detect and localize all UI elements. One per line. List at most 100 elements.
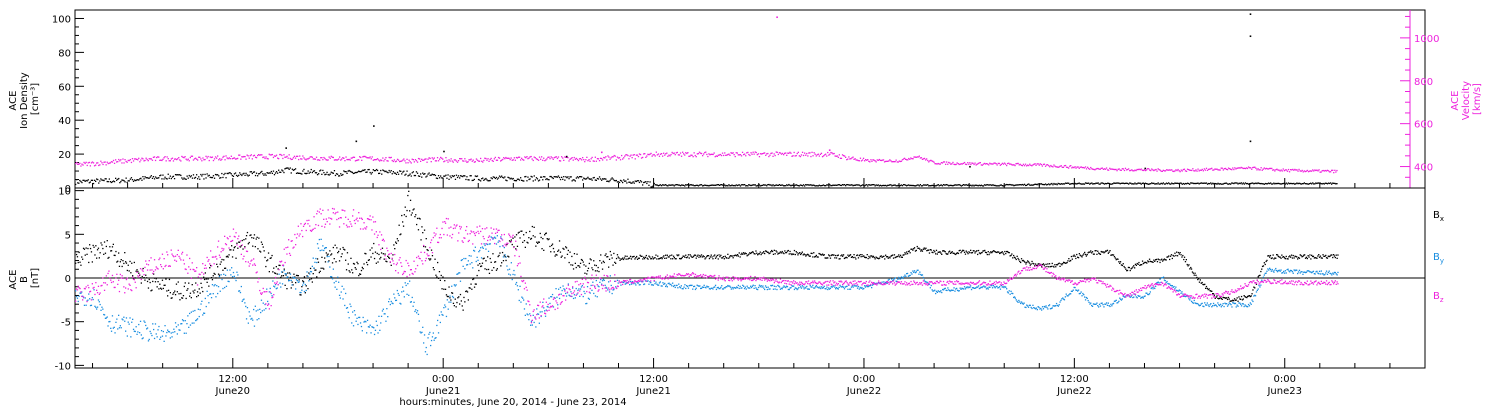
bx-series-point bbox=[692, 256, 694, 258]
velocity-series-point bbox=[257, 154, 259, 157]
velocity-series-point bbox=[1192, 168, 1194, 170]
bx-series-point bbox=[1323, 255, 1325, 257]
velocity-series-point bbox=[754, 151, 756, 153]
density-series-point bbox=[374, 169, 377, 172]
velocity-series-point bbox=[998, 162, 1000, 165]
velocity-series-point bbox=[198, 156, 200, 158]
bx-series-point bbox=[541, 248, 543, 250]
velocity-series-point bbox=[1054, 165, 1056, 167]
by-series-point bbox=[675, 284, 677, 287]
by-series-point bbox=[672, 285, 675, 288]
bx-series-point bbox=[1034, 265, 1036, 267]
velocity-series-point bbox=[665, 153, 667, 155]
bx-series-point bbox=[281, 271, 284, 273]
velocity-series-point bbox=[1263, 167, 1265, 169]
bx-series-point bbox=[79, 261, 81, 263]
bx-series-point bbox=[884, 258, 886, 260]
velocity-tick-label: 400 bbox=[1414, 163, 1433, 174]
by-series-point bbox=[190, 311, 192, 313]
bx-series-point bbox=[248, 241, 250, 244]
density-series-point bbox=[816, 185, 818, 187]
density-series-point bbox=[1209, 183, 1211, 185]
bx-series-point bbox=[736, 255, 738, 257]
velocity-series-point bbox=[773, 153, 775, 155]
velocity-series-point bbox=[705, 151, 707, 153]
bx-series-point bbox=[899, 256, 901, 258]
velocity-series-point bbox=[1201, 168, 1203, 171]
density-series-point bbox=[726, 184, 728, 187]
bx-series-point bbox=[956, 252, 959, 254]
by-series-point bbox=[125, 317, 128, 319]
velocity-series-point bbox=[530, 155, 532, 158]
velocity-series-point bbox=[468, 159, 470, 161]
velocity-tick-label: 800 bbox=[1414, 77, 1433, 88]
density-series-point bbox=[1324, 182, 1326, 184]
density-series-point bbox=[421, 176, 423, 178]
density-series-point bbox=[1287, 182, 1290, 184]
bx-series-point bbox=[206, 281, 208, 283]
by-series-point bbox=[162, 330, 164, 333]
velocity-series-point bbox=[1244, 167, 1247, 170]
bx-series-point bbox=[192, 290, 194, 292]
velocity-label-line-3: [km/s] bbox=[1472, 83, 1483, 115]
by-series-point bbox=[661, 285, 663, 287]
velocity-series-point bbox=[310, 156, 312, 158]
density-axis-label: ACE Ion Density [cm⁻³] bbox=[8, 69, 41, 129]
velocity-series-point bbox=[277, 157, 279, 159]
velocity-series-point bbox=[1274, 170, 1276, 172]
bx-series-point bbox=[227, 256, 229, 258]
by-series-point bbox=[454, 285, 456, 287]
density-series-point bbox=[1083, 183, 1086, 185]
velocity-series-point bbox=[1197, 168, 1199, 170]
by-series-point bbox=[644, 280, 647, 282]
density-series-point bbox=[1173, 183, 1175, 185]
bx-series-point bbox=[981, 251, 983, 254]
bx-series-point bbox=[385, 260, 387, 262]
by-series-point bbox=[383, 313, 385, 315]
bx-series-point bbox=[318, 271, 320, 274]
density-series-point bbox=[480, 180, 482, 182]
velocity-series-point bbox=[379, 160, 381, 162]
bx-series-point bbox=[1281, 254, 1283, 256]
by-series-point bbox=[515, 283, 517, 285]
density-series-point bbox=[113, 181, 116, 183]
velocity-series-point bbox=[565, 156, 567, 158]
by-series-point bbox=[589, 292, 591, 294]
by-series-point bbox=[401, 291, 403, 293]
velocity-series-point bbox=[1271, 167, 1273, 170]
bx-series-point bbox=[270, 257, 272, 259]
bx-series-point bbox=[1129, 269, 1131, 272]
velocity-series-point bbox=[1336, 169, 1338, 172]
by-series-point bbox=[400, 303, 402, 305]
density-series-point bbox=[369, 171, 371, 174]
velocity-series-point bbox=[848, 156, 850, 158]
by-series-point bbox=[302, 282, 305, 284]
density-series-point bbox=[1029, 184, 1031, 186]
bx-series-point bbox=[444, 280, 446, 282]
density-series-point bbox=[158, 177, 160, 179]
velocity-series-point bbox=[420, 160, 422, 162]
velocity-series-point bbox=[1122, 168, 1124, 170]
density-series-point bbox=[574, 180, 576, 182]
density-series-point bbox=[1062, 183, 1065, 185]
bx-series-point bbox=[408, 190, 410, 192]
density-series-point bbox=[412, 171, 414, 173]
density-series-point bbox=[710, 184, 712, 186]
density-series-point bbox=[259, 172, 261, 175]
bx-series-point bbox=[917, 247, 919, 249]
bx-series-point bbox=[342, 246, 344, 249]
by-series-point bbox=[523, 308, 526, 310]
density-series-point bbox=[866, 184, 868, 186]
density-series-point bbox=[139, 178, 141, 180]
by-series-point bbox=[279, 282, 281, 284]
density-series-point bbox=[753, 184, 755, 186]
velocity-series-point bbox=[885, 160, 887, 163]
velocity-series-point bbox=[144, 159, 146, 162]
density-series-point bbox=[209, 176, 211, 178]
bx-series-point bbox=[1183, 256, 1186, 258]
density-outlier bbox=[1144, 167, 1147, 170]
density-series-point bbox=[388, 169, 390, 172]
by-series-point bbox=[831, 286, 833, 288]
density-series-point bbox=[143, 178, 145, 180]
bx-series-point bbox=[116, 261, 118, 263]
